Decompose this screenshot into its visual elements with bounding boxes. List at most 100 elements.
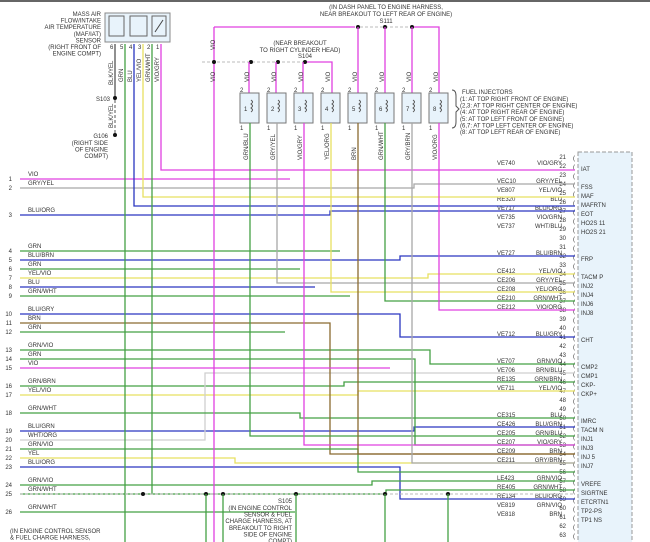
pcm-pin-number: 35 <box>559 281 566 287</box>
wire-color-label: GRY/YEL <box>536 278 563 284</box>
circuit-code: VE807 <box>497 188 516 194</box>
circuit-code: RE135 <box>497 377 516 383</box>
harness-wire <box>20 322 575 455</box>
pcm-pin-number: 42 <box>559 344 566 350</box>
feed-wire <box>305 61 333 93</box>
pcm-pin-number: 23 <box>559 173 566 179</box>
maf-sensor-title: (RIGHT FRONT OF <box>48 45 101 51</box>
pcm-pin-terminal: ( <box>573 408 575 414</box>
pcm-pin-number: 26 <box>559 200 566 206</box>
pcm-pin-number: 46 <box>559 380 566 386</box>
injector-control-wire <box>357 123 575 455</box>
pcm-pin-terminal: ( <box>573 201 575 207</box>
left-pin-number: 13 <box>5 348 12 354</box>
harness-wire <box>20 381 575 387</box>
injector-number: 7 <box>406 107 410 113</box>
circuit-code: LE423 <box>497 476 515 482</box>
pcm-pin-function: VREFE <box>581 482 601 488</box>
pcm-pin-terminal: ( <box>573 390 575 396</box>
pcm-pin-function: IAT <box>581 167 590 173</box>
circuit-code: CE209 <box>497 449 516 455</box>
pcm-pin-terminal: ( <box>573 354 575 360</box>
circuit-code: CE315 <box>497 413 516 419</box>
feed-wire <box>414 26 440 93</box>
left-pin-number: 25 <box>5 492 12 498</box>
left-wire-label: GRY/YEL <box>28 181 55 187</box>
left-wire-label: BLU <box>28 280 40 286</box>
splice-s103-label: S103 <box>96 97 111 103</box>
pcm-pin-number: 40 <box>559 326 566 332</box>
pcm-pin-function: CKP- <box>581 383 595 389</box>
wire-color-label: GRN/VIO <box>537 359 563 365</box>
injector-location: (6,7: AT TOP LEFT CENTER OF ENGINE) <box>460 123 573 129</box>
injector-feed-label: VIO <box>380 71 386 82</box>
left-wire-label: GRN/VIO <box>28 478 54 484</box>
injector-pin-top: 2 <box>267 88 271 94</box>
left-wire-label: GRN <box>28 244 41 250</box>
harness-wire <box>20 372 575 441</box>
circuit-code: VEC10 <box>497 179 517 185</box>
pcm-pin-terminal: ( <box>573 264 575 270</box>
wire-color-label: BRN <box>549 449 562 455</box>
left-pin-number: 23 <box>5 465 12 471</box>
ground-g106-label: G106 <box>93 134 108 140</box>
injector-1 <box>239 92 260 124</box>
injector-pin-bottom: 1 <box>294 126 298 132</box>
pcm-pin-terminal: ( <box>573 237 575 243</box>
pcm-pin-number: 48 <box>559 398 566 404</box>
pcm-pin-number: 47 <box>559 389 566 395</box>
pcm-pin-terminal: ( <box>573 246 575 252</box>
maf-sensor-title: ENGINE COMPT) <box>53 52 101 58</box>
circuit-code: CE426 <box>497 422 516 428</box>
harness-wire <box>20 390 575 396</box>
maf-wire-label: GRN <box>119 69 125 82</box>
circuit-code: VE818 <box>497 512 516 518</box>
harness-wire <box>20 210 575 216</box>
maf-wire <box>142 44 575 198</box>
wire-color-label: BLU <box>550 197 562 203</box>
pcm-pin-number: 57 <box>559 479 566 485</box>
splice-s111-label: S111 <box>379 19 393 25</box>
wire-color-label: GRN/WHT <box>533 485 562 491</box>
wire-color-label: VIO/GRY <box>537 161 562 167</box>
maf-wire-label: BLU <box>128 70 134 82</box>
top-border <box>0 0 650 2</box>
pcm-pin-number: 36 <box>559 290 566 296</box>
injector-pin-top: 2 <box>321 88 325 94</box>
injector-control-label: GRN/WHT <box>379 131 385 160</box>
pcm-pin-terminal: ( <box>573 210 575 216</box>
pcm-pin-number: 51 <box>559 425 566 431</box>
wire-color-label: GRN/BRN <box>534 377 562 383</box>
pcm-pin-terminal: ( <box>573 255 575 261</box>
pcm-pin-terminal: ( <box>573 318 575 324</box>
left-wire-label: VIO <box>28 361 39 367</box>
pcm-pin-function: CMP1 <box>581 374 598 380</box>
pcm-pin-terminal: ( <box>573 327 575 333</box>
left-pin-number: 9 <box>9 294 13 300</box>
pcm-pin-number: 25 <box>559 191 566 197</box>
wire-color-label: GRN/WHT <box>533 296 562 302</box>
pcm-pin-terminal: ( <box>573 525 575 531</box>
wire-color-label: GRN/VIO <box>537 503 563 509</box>
pcm-pin-number: 37 <box>559 299 566 305</box>
left-pin-number: 16 <box>5 384 12 390</box>
circuit-code: RE134 <box>497 494 516 500</box>
circuit-code: CE207 <box>497 440 516 446</box>
pcm-pin-function: CMP2 <box>581 365 598 371</box>
maf-wire-label: VIO/GRY <box>155 57 161 82</box>
pcm-pin-function: MAF <box>581 194 594 200</box>
pcm-pin-number: 43 <box>559 353 566 359</box>
injector-pin-top: 2 <box>348 88 352 94</box>
pcm-pin-number: 39 <box>559 317 566 323</box>
left-wire-label: YEL/VIO <box>28 271 52 277</box>
heater-element-icon <box>108 15 125 37</box>
left-pin-number: 10 <box>5 312 12 318</box>
injector-control-wire <box>276 123 575 284</box>
pcm-pin-number: 22 <box>559 164 566 170</box>
injector-pin-top: 2 <box>375 88 379 94</box>
left-wire-label: BLU/ORG <box>28 208 55 214</box>
splice-s105-note: COMPT) <box>268 539 292 542</box>
maf-pin-number: 6 <box>110 45 114 51</box>
injector-control-wire <box>438 123 575 311</box>
pcm-pin-terminal: ( <box>573 300 575 306</box>
